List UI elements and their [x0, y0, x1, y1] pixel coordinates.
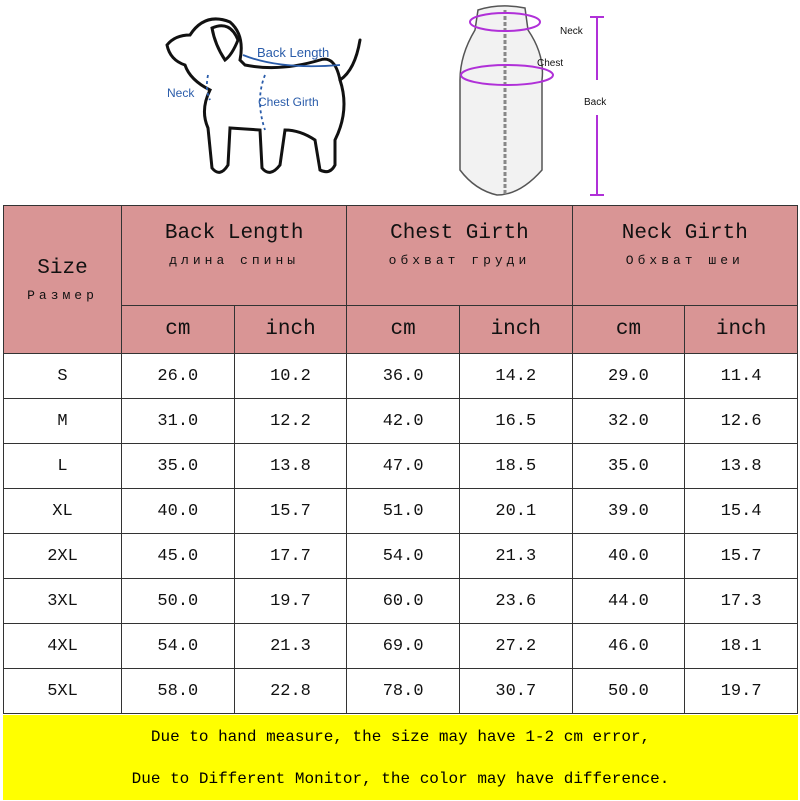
dog-label-neck: Neck — [167, 86, 195, 100]
table-row: XL 40.0 15.7 51.0 20.1 39.0 15.4 — [3, 488, 798, 534]
size-header: Size Размер — [3, 205, 122, 354]
measurement-cell: 50.0 — [571, 668, 686, 714]
measurement-cell: 27.2 — [458, 623, 573, 669]
measurement-cell: 26.0 — [121, 353, 235, 399]
measurement-cell: 22.8 — [233, 668, 348, 714]
measurement-cell: 18.1 — [684, 623, 798, 669]
dog-label-chest-girth: Chest Girth — [258, 95, 319, 109]
vest-measurement-diagram: Neck Chest Back — [459, 5, 607, 196]
measurement-cell: 20.1 — [458, 488, 573, 534]
measurement-cell: 12.6 — [684, 398, 798, 444]
measurement-cell: 15.4 — [684, 488, 798, 534]
disclaimer-line-2: Due to Different Monitor, the color may … — [131, 770, 670, 788]
disclaimer-line-1: Due to hand measure, the size may have 1… — [150, 728, 651, 746]
measurement-cell: 69.0 — [346, 623, 460, 669]
measurement-cell: 46.0 — [571, 623, 686, 669]
measurement-cell: 17.7 — [233, 533, 348, 579]
measurement-cell: 42.0 — [346, 398, 460, 444]
size-cell: XL — [3, 488, 122, 534]
measurement-cell: 40.0 — [571, 533, 686, 579]
disclaimer-banner: Due to hand measure, the size may have 1… — [3, 715, 798, 800]
unit-header: inch — [233, 305, 348, 354]
measurement-cell: 45.0 — [121, 533, 235, 579]
dog-measurement-diagram: Back Length Neck Chest Girth — [165, 17, 362, 174]
size-cell: M — [3, 398, 122, 444]
measurement-cell: 16.5 — [458, 398, 573, 444]
measurement-cell: 35.0 — [121, 443, 235, 489]
group-header-chest-girth: Chest Girth обхват груди — [346, 205, 573, 306]
table-row: 4XL 54.0 21.3 69.0 27.2 46.0 18.1 — [3, 623, 798, 669]
group-header-neck-girth: Neck Girth Обхват шеи — [571, 205, 799, 306]
table-row: L 35.0 13.8 47.0 18.5 35.0 13.8 — [3, 443, 798, 489]
vest-label-neck: Neck — [560, 26, 584, 37]
measurement-cell: 10.2 — [233, 353, 348, 399]
measurement-cell: 18.5 — [458, 443, 573, 489]
size-cell: S — [3, 353, 122, 399]
measurement-cell: 17.3 — [684, 578, 798, 624]
measurement-cell: 44.0 — [571, 578, 686, 624]
unit-header: cm — [571, 305, 686, 354]
table-row: 2XL 45.0 17.7 54.0 21.3 40.0 15.7 — [3, 533, 798, 579]
measurement-cell: 47.0 — [346, 443, 460, 489]
table-row: S 26.0 10.2 36.0 14.2 29.0 11.4 — [3, 353, 798, 399]
unit-header: inch — [458, 305, 573, 354]
measurement-cell: 60.0 — [346, 578, 460, 624]
table-row: M 31.0 12.2 42.0 16.5 32.0 12.6 — [3, 398, 798, 444]
table-row: 3XL 50.0 19.7 60.0 23.6 44.0 17.3 — [3, 578, 798, 624]
measurement-cell: 21.3 — [233, 623, 348, 669]
measurement-cell: 15.7 — [233, 488, 348, 534]
measurement-cell: 51.0 — [346, 488, 460, 534]
measurement-cell: 23.6 — [458, 578, 573, 624]
vest-label-back: Back — [584, 97, 607, 108]
measurement-cell: 54.0 — [121, 623, 235, 669]
unit-header: cm — [121, 305, 235, 354]
measurement-cell: 54.0 — [346, 533, 460, 579]
vest-label-chest: Chest — [537, 58, 563, 69]
measurement-cell: 19.7 — [233, 578, 348, 624]
measurement-cell: 50.0 — [121, 578, 235, 624]
measurement-cell: 13.8 — [684, 443, 798, 489]
measurement-cell: 31.0 — [121, 398, 235, 444]
size-cell: 5XL — [3, 668, 122, 714]
measurement-cell: 36.0 — [346, 353, 460, 399]
measurement-cell: 21.3 — [458, 533, 573, 579]
size-cell: 3XL — [3, 578, 122, 624]
group-header-back-length: Back Length длина спины — [120, 205, 348, 306]
measurement-cell: 35.0 — [571, 443, 686, 489]
table-row: 5XL 58.0 22.8 78.0 30.7 50.0 19.7 — [3, 668, 798, 714]
size-cell: L — [3, 443, 122, 489]
unit-header: cm — [346, 305, 460, 354]
measurement-cell: 29.0 — [571, 353, 686, 399]
size-cell: 4XL — [3, 623, 122, 669]
unit-header: inch — [684, 305, 798, 354]
measurement-cell: 15.7 — [684, 533, 798, 579]
measurement-cell: 39.0 — [571, 488, 686, 534]
measurement-cell: 12.2 — [233, 398, 348, 444]
measurement-cell: 78.0 — [346, 668, 460, 714]
size-cell: 2XL — [3, 533, 122, 579]
dog-label-back-length: Back Length — [257, 45, 329, 60]
measurement-cell: 14.2 — [458, 353, 573, 399]
measurement-cell: 19.7 — [684, 668, 798, 714]
measurement-cell: 11.4 — [684, 353, 798, 399]
measurement-cell: 13.8 — [233, 443, 348, 489]
measurement-cell: 58.0 — [121, 668, 235, 714]
measurement-cell: 30.7 — [458, 668, 573, 714]
measurement-cell: 32.0 — [571, 398, 686, 444]
size-chart-table: Size Размер Back Length длина спины Ches… — [3, 205, 799, 714]
measurement-cell: 40.0 — [121, 488, 235, 534]
